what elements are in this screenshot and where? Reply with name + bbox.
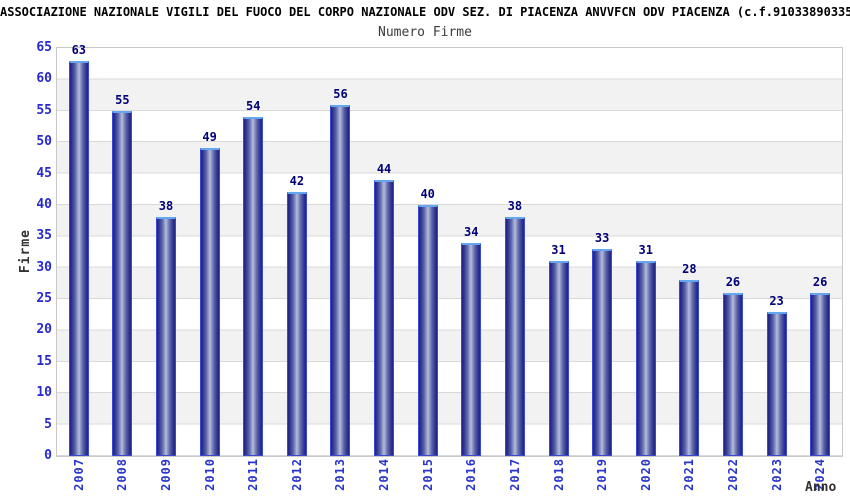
x-axis-labels: 2007 2008 2009 2010 2011 2012 2013 2014 2015 2016… [57,458,842,500]
bar[interactable] [417,204,438,456]
x-tick-cell: 2023 [755,458,799,500]
bar[interactable] [504,217,525,456]
x-tick-cell: 2016 [449,458,493,500]
chart-title: ASSOCIAZIONE NAZIONALE VIGILI DEL FUOCO … [0,5,850,19]
bar-value-label: 28 [682,262,697,277]
bar-value-label: 42 [289,174,305,189]
bars-row: 63 55 38 49 54 42 56 44 40 34 38 31 33 31 28 26 23 26 [57,43,842,456]
bar[interactable] [679,280,700,456]
bar-cell: 49 [188,48,232,456]
x-tick-cell: 2020 [624,458,668,500]
bar[interactable] [722,292,743,456]
bar[interactable] [330,104,351,456]
bar[interactable] [156,217,177,456]
bar-value-label: 55 [115,92,130,107]
bar-value-label: 31 [638,243,653,258]
x-tick-label: 2012 [289,458,304,491]
bar-cell: 26 [711,48,755,456]
bar-cell: 28 [668,48,712,456]
bar[interactable] [199,148,220,456]
x-tick-label: 2013 [333,458,348,491]
x-tick-label: 2022 [725,458,740,491]
bar[interactable] [548,261,569,456]
bar-cell: 33 [580,48,624,456]
x-tick-cell: 2013 [319,458,363,500]
bar-cell: 56 [319,48,363,456]
x-tick-cell: 2008 [101,458,145,500]
x-tick-label: 2020 [638,458,653,491]
bar-cell: 31 [537,48,581,456]
bar-value-label: 31 [551,243,566,258]
bar-value-label: 44 [376,161,392,176]
bar-cell: 42 [275,48,319,456]
bar-value-label: 56 [333,86,348,101]
bar-cell: 23 [755,48,799,456]
bar[interactable] [810,292,831,456]
bar[interactable] [592,248,613,456]
bar[interactable] [766,311,787,456]
chart-subtitle: Numero Firme [378,25,472,40]
x-tick-label: 2014 [377,458,392,491]
bar-cell: 38 [493,48,537,456]
bar-cell: 54 [231,48,275,456]
bar-value-label: 63 [71,42,87,57]
bar[interactable] [286,192,307,456]
x-tick-label: 2015 [420,458,435,491]
x-tick-cell: 2019 [580,458,624,500]
bar-cell: 55 [101,48,145,456]
bar[interactable] [461,242,482,456]
x-tick-cell: 2011 [231,458,275,500]
bar-value-label: 54 [246,99,261,114]
bar-value-label: 40 [420,186,435,201]
x-tick-label: 2010 [202,458,217,491]
x-tick-label: 2023 [769,458,784,491]
bar[interactable] [243,117,264,456]
x-tick-cell: 2007 [57,458,101,500]
x-tick-label: 2019 [595,458,610,491]
x-tick-cell: 2012 [275,458,319,500]
y-axis-title-label: Firme [18,228,33,274]
x-tick-label: 2008 [115,458,130,491]
bar-value-label: 26 [725,274,741,289]
bar-cell: 38 [144,48,188,456]
x-tick-cell: 2017 [493,458,537,500]
bar-cell: 40 [406,48,450,456]
bar-cell: 26 [798,48,842,456]
x-tick-label: 2021 [682,458,697,491]
x-tick-label: 2016 [464,458,479,491]
bar[interactable] [635,261,656,456]
x-tick-cell: 2021 [668,458,712,500]
bar-value-label: 33 [594,230,610,245]
bar-cell: 63 [57,43,101,456]
bar-cell: 34 [449,48,493,456]
x-tick-label: 2007 [71,458,86,491]
x-tick-cell: 2018 [537,458,581,500]
bar[interactable] [112,110,133,456]
x-tick-label: 2011 [246,458,261,491]
x-tick-cell: 2022 [711,458,755,500]
x-tick-cell: 2009 [144,458,188,500]
bar[interactable] [374,179,395,456]
x-tick-cell: 2010 [188,458,232,500]
x-tick-cell: 2014 [362,458,406,500]
bar-value-label: 38 [507,199,523,214]
x-axis-title: Anno [805,480,837,495]
bar-value-label: 49 [202,130,217,145]
x-tick-label: 2017 [507,458,522,491]
x-tick-label: 2009 [159,458,174,491]
bar-value-label: 34 [464,224,479,239]
bar-cell: 31 [624,48,668,456]
bar-value-label: 23 [769,293,784,308]
y-axis-title: Firme [18,47,33,455]
x-tick-label: 2018 [551,458,566,491]
bar-value-label: 38 [158,199,174,214]
plot-area: 63 55 38 49 54 42 56 44 40 34 38 31 33 31 28 26 23 26 [56,43,843,457]
x-tick-cell: 2015 [406,458,450,500]
bar-cell: 44 [362,48,406,456]
bar[interactable] [68,60,89,456]
bar-value-label: 26 [812,274,828,289]
